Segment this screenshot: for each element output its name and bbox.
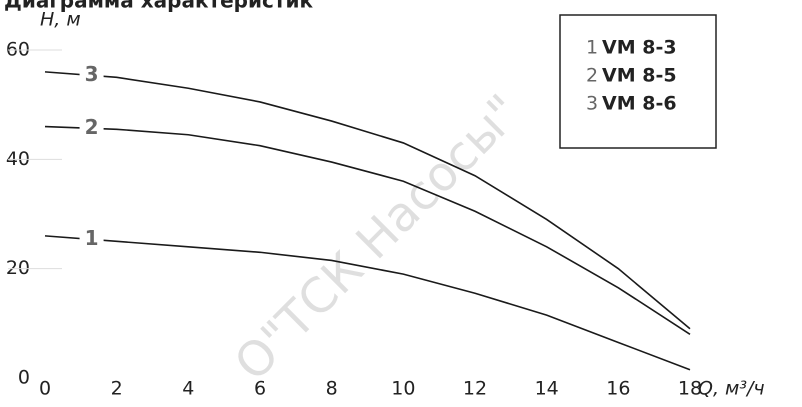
x-tick-label: 16: [606, 378, 630, 400]
watermark: О"ТСК Насосы": [224, 84, 532, 392]
legend-number: 1: [586, 37, 598, 59]
x-tick-label: 4: [182, 378, 194, 400]
curve-label-bg: [79, 117, 104, 140]
legend-label: VM 8-3: [602, 37, 677, 59]
x-tick-label: 8: [326, 378, 338, 400]
curve-label: 3: [85, 62, 99, 86]
x-tick-label: 12: [463, 378, 487, 400]
legend-number: 3: [586, 93, 598, 115]
curve: [44, 71, 691, 330]
x-tick-label: 18: [678, 378, 702, 400]
y-axis-label: H, м: [40, 9, 81, 31]
x-tick-label: 6: [254, 378, 266, 400]
x-tick-label: 2: [111, 378, 123, 400]
x-tick-label: 0: [39, 378, 51, 400]
legend-label: VM 8-5: [602, 65, 677, 87]
curve-label: 2: [85, 115, 99, 139]
legend-number: 2: [586, 65, 598, 87]
curve-label-bg: [79, 228, 104, 251]
curve-label: 1: [85, 226, 99, 250]
legend-box: [559, 14, 717, 149]
curve: [44, 235, 691, 371]
legend-label: VM 8-6: [602, 93, 677, 115]
chart-title: Диаграмма характеристик: [4, 0, 313, 13]
x-axis-label: Q, м³/ч: [698, 378, 765, 400]
x-tick-label: 10: [391, 378, 415, 400]
curve-label-bg: [79, 64, 104, 87]
x-tick-label: 14: [535, 378, 559, 400]
y-tick-label: 0: [18, 367, 30, 389]
curve: [44, 125, 691, 335]
